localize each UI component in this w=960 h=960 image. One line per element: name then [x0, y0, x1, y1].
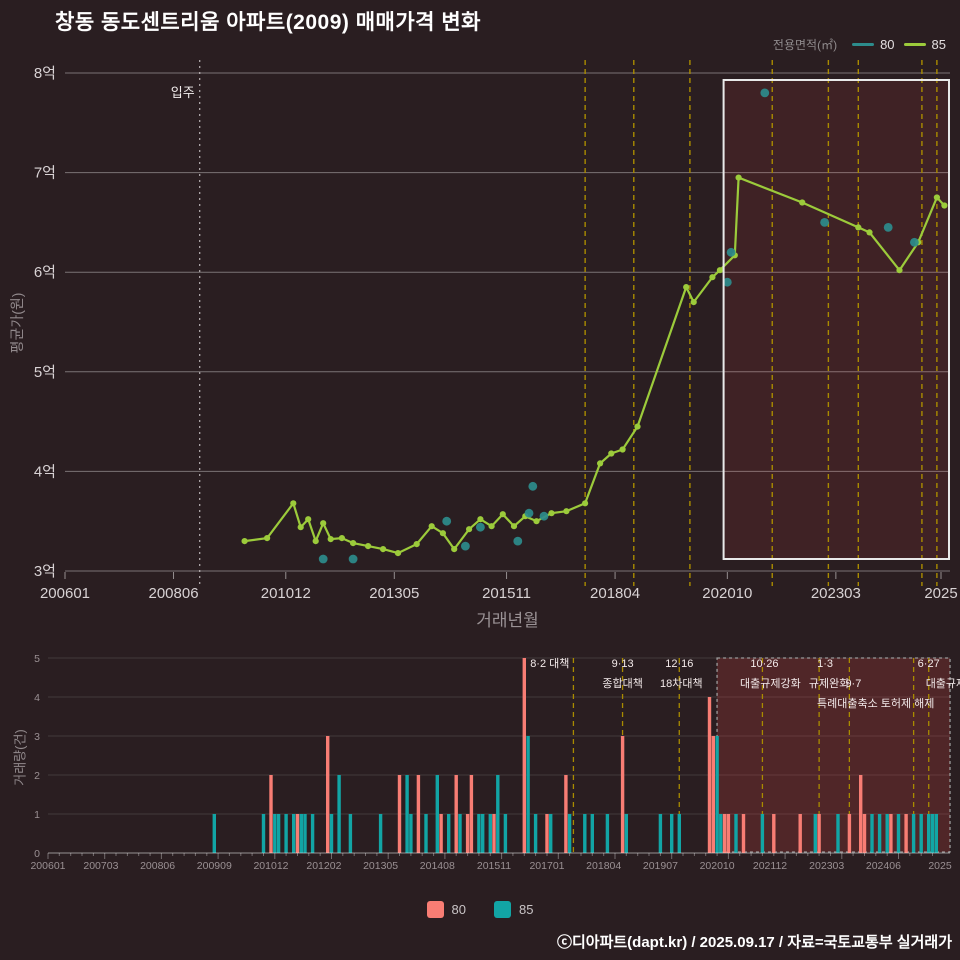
svg-text:202406: 202406 [866, 860, 901, 872]
page-title: 창동 동도센트리움 아파트(2009) 매매가격 변화 [55, 11, 481, 34]
svg-text:입주: 입주 [171, 85, 195, 100]
svg-text:6억: 6억 [34, 264, 56, 281]
svg-text:12·16: 12·16 [665, 658, 693, 670]
svg-text:2025: 2025 [928, 860, 952, 872]
svg-text:2025: 2025 [924, 585, 957, 602]
svg-text:토허제 해제: 토허제 해제 [881, 696, 935, 710]
svg-text:201701: 201701 [529, 860, 564, 872]
price-x-axis-title: 거래년월 [476, 611, 539, 630]
volume-legend-label-80: 80 [451, 902, 466, 917]
copyright-source-text: ⓒ디아파트(dapt.kr) / 2025.09.17 / 자료=국토교통부 실… [556, 934, 952, 951]
svg-text:3억: 3억 [34, 563, 56, 580]
area-legend: 전용면적(㎡) 80 85 [773, 36, 946, 53]
svg-text:1·3: 1·3 [817, 658, 833, 670]
svg-text:200909: 200909 [197, 860, 232, 872]
volume-legend-swatch-80 [426, 901, 444, 918]
volume-x-axis: 200601 200703 200806 200909 201012 201202 2013… [30, 852, 952, 872]
price-y-axis-title: 평균가(원) [9, 292, 25, 354]
svg-text:규제완화: 규제완화 [809, 677, 849, 690]
price-gridlines: 3억 4억 5억 6억 7억 8억 [34, 65, 950, 580]
svg-text:202010: 202010 [700, 860, 735, 872]
svg-text:5: 5 [34, 653, 40, 665]
svg-text:4억: 4억 [34, 463, 56, 480]
svg-text:7억: 7억 [34, 165, 56, 182]
legend-top-swatch-80 [852, 43, 875, 46]
price-x-ticks: 200601 200806 201012 201305 201511 201804 2020… [40, 572, 958, 602]
svg-text:202010: 202010 [702, 585, 752, 602]
svg-text:종합대책: 종합대책 [602, 677, 642, 690]
svg-text:202303: 202303 [811, 585, 861, 602]
svg-text:200601: 200601 [30, 860, 65, 872]
volume-legend-swatch-85 [494, 901, 511, 918]
svg-text:대출규제: 대출규제 [926, 677, 960, 690]
svg-text:9·13: 9·13 [612, 658, 634, 670]
svg-text:202303: 202303 [809, 860, 844, 872]
policy-annotations: 8·2 대책 9·13 종합대책 12·16 18차대책 10·26 대출규제강화 1·3 규제… [530, 657, 960, 710]
price-highlight-fill [723, 80, 949, 559]
volume-y-axis-title: 거래량(건) [12, 729, 28, 786]
legend-item-85: 85 [903, 37, 946, 52]
legend-top-swatch-85 [903, 43, 926, 46]
move-in-marker: 입주 [171, 60, 201, 586]
legend-item-80: 80 [852, 37, 895, 52]
svg-text:9·7: 9·7 [845, 678, 861, 690]
svg-text:2: 2 [34, 770, 40, 782]
svg-text:201012: 201012 [253, 860, 288, 872]
svg-text:10·26: 10·26 [750, 658, 778, 670]
legend-top-label-85: 85 [931, 37, 946, 52]
volume-legend-label-85: 85 [519, 902, 534, 917]
svg-text:200601: 200601 [40, 585, 90, 602]
svg-text:201305: 201305 [369, 585, 419, 602]
svg-text:5억: 5억 [34, 364, 56, 381]
svg-text:18차대책: 18차대책 [660, 677, 703, 690]
price-dots-80 [318, 88, 919, 564]
svg-text:특례대출축소: 특례대출축소 [817, 697, 878, 710]
svg-text:200806: 200806 [148, 585, 198, 602]
svg-text:8억: 8억 [34, 65, 56, 82]
legend-top-label-80: 80 [880, 37, 895, 52]
svg-text:201511: 201511 [482, 585, 531, 602]
svg-text:1: 1 [34, 809, 40, 821]
svg-text:202112: 202112 [753, 860, 787, 872]
svg-text:201511: 201511 [477, 860, 511, 872]
svg-text:8·2 대책: 8·2 대책 [530, 657, 569, 670]
volume-bars [212, 658, 938, 853]
price-markers-85 [241, 174, 948, 557]
svg-text:대출규제강화: 대출규제강화 [740, 677, 801, 690]
volume-legend-item-80: 80 [426, 901, 466, 918]
svg-text:200806: 200806 [140, 860, 175, 872]
svg-text:4: 4 [34, 692, 40, 704]
svg-text:0: 0 [34, 848, 40, 860]
volume-legend: 80 85 [0, 901, 960, 918]
svg-text:3: 3 [34, 731, 40, 743]
svg-text:201408: 201408 [420, 860, 455, 872]
svg-text:201012: 201012 [261, 585, 311, 602]
svg-text:6·27: 6·27 [918, 658, 940, 670]
svg-text:201907: 201907 [643, 860, 678, 872]
volume-legend-item-85: 85 [494, 901, 533, 918]
price-highlight-border [722, 79, 950, 560]
svg-text:201804: 201804 [586, 860, 621, 872]
svg-text:201202: 201202 [306, 860, 341, 872]
svg-text:201804: 201804 [590, 585, 640, 602]
svg-text:201305: 201305 [363, 860, 398, 872]
area-legend-title: 전용면적(㎡) [772, 38, 838, 52]
svg-text:200703: 200703 [83, 860, 118, 872]
price-policy-lines [584, 60, 938, 586]
